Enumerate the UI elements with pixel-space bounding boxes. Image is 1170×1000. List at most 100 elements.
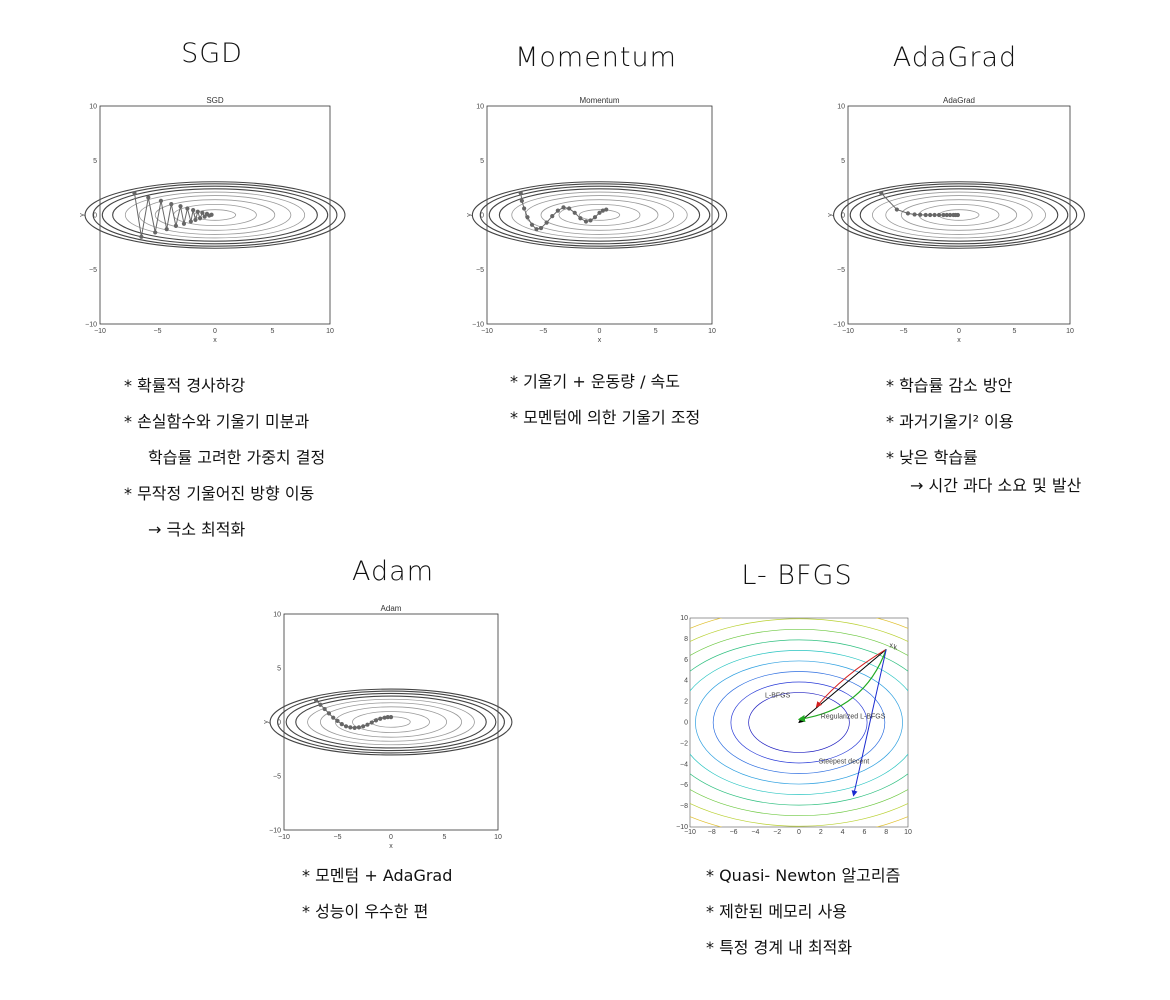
y-tick-label: 0 — [841, 213, 845, 220]
x-tick-label: −5 — [900, 328, 908, 335]
y-tick-label: 5 — [841, 158, 845, 165]
optimizer-point — [373, 718, 379, 723]
x-tick-label: 8 — [884, 829, 888, 836]
optimizer-point — [348, 725, 353, 730]
optimizer-point — [352, 725, 357, 731]
optimizer-point — [912, 212, 917, 217]
y-tick-label: 6 — [684, 657, 688, 664]
optimizer-point — [322, 706, 327, 712]
optimizer-point — [326, 711, 332, 716]
optimizer-point — [382, 715, 387, 720]
contour-line — [307, 698, 475, 746]
y-tick-label: −4 — [680, 761, 688, 768]
optimizer-point — [169, 202, 174, 207]
plot-title: SGD — [206, 96, 224, 105]
y-tick-label: 10 — [476, 104, 484, 111]
y-axis-label: y — [466, 213, 473, 217]
note: * 모멘텀에 의한 기울기 조정 — [510, 408, 701, 427]
optimizer-point — [600, 208, 605, 213]
optimizer-point — [928, 212, 933, 218]
adam-chart: Adam −10 −5 0 5 10 10 5 0 −5 −10 x y — [263, 604, 513, 850]
optimizer-point — [567, 206, 572, 211]
contour-line — [730, 681, 868, 764]
contour-line — [334, 706, 448, 738]
contour-line — [748, 692, 850, 753]
x-tick-label: 5 — [654, 328, 658, 335]
contour-line — [849, 185, 1069, 245]
y-tick-label: −10 — [472, 322, 484, 329]
adam-plot: Adam −10 −5 0 5 10 10 5 0 −5 −10 x y — [263, 602, 513, 850]
x-tick-label: −2 — [773, 829, 781, 836]
x-tick-label: 4 — [841, 829, 845, 836]
note: * 과거기울기² 이용 — [886, 412, 1014, 431]
optimizer-point — [318, 702, 323, 707]
optimizer-point — [385, 715, 390, 720]
contour-lines — [471, 181, 728, 249]
x-axis-label: x — [957, 337, 961, 344]
note: * 낮은 학습률 — [886, 448, 978, 467]
optimizer-point — [369, 720, 374, 725]
contour-line — [511, 191, 688, 239]
optimizer-point — [200, 210, 205, 215]
plot-frame — [99, 105, 331, 325]
plot-title: Adam — [381, 604, 402, 613]
y-tick-label: 10 — [680, 615, 688, 622]
optimizer-point — [331, 715, 336, 720]
contour-line — [498, 188, 701, 242]
contour-line — [352, 711, 430, 733]
optimizer-point — [178, 204, 183, 209]
y-tick-label: −10 — [676, 824, 688, 831]
x-tick-label: 0 — [957, 328, 961, 335]
optimizer-point — [188, 219, 193, 224]
x-tick-label: 5 — [271, 328, 275, 335]
optimizer-point — [519, 198, 524, 203]
contour-line — [900, 199, 1018, 231]
x-tick-label: −4 — [751, 829, 759, 836]
y-tick-label: −2 — [680, 740, 688, 747]
optimizer-point — [894, 207, 899, 212]
x-axis-label: x — [389, 843, 393, 850]
contour-line — [84, 181, 346, 249]
contour-line — [840, 183, 1078, 247]
y-axis-label: y — [263, 720, 270, 724]
contour-line — [558, 204, 641, 226]
optimizer-point — [948, 212, 953, 218]
x-tick-label: 10 — [326, 328, 334, 335]
contour-line — [124, 191, 306, 239]
contour-line — [540, 199, 659, 231]
optimizer-point — [343, 724, 349, 729]
note: 학습률 고려한 가중치 결정 — [148, 448, 326, 467]
optimizer-point — [918, 212, 923, 217]
y-tick-label: 10 — [273, 612, 281, 619]
y-tick-label: 0 — [277, 720, 281, 727]
y-tick-label: −8 — [680, 803, 688, 810]
optimizer-point — [195, 209, 200, 214]
optimizer-point — [561, 205, 566, 210]
optimizer-point — [191, 207, 196, 213]
x-tick-label: −10 — [684, 829, 696, 836]
contour-line — [690, 639, 908, 806]
optimizer-point — [146, 195, 151, 200]
x-tick-label: 0 — [389, 834, 393, 841]
momentum-plot: Momentum −10 −5 0 5 10 10 5 0 −5 −10 x y — [466, 94, 728, 344]
optimizer-point — [181, 221, 187, 226]
contour-line — [479, 183, 720, 247]
adagrad-plot: AdaGrad −10 −5 0 5 10 10 5 0 −5 −10 x y — [827, 94, 1085, 344]
note: → 극소 최적화 — [148, 520, 246, 539]
y-tick-label: −10 — [85, 322, 97, 329]
x-tick-label: 10 — [708, 328, 716, 335]
optimizer-point — [604, 207, 609, 212]
contour-line — [269, 688, 513, 756]
adam-notes: * 모멘텀 + AdaGrad * 성능이 우수한 편 — [302, 858, 452, 930]
sgd-plot: SGD −10 −5 0 5 10 10 5 0 −5 −10 x y — [79, 94, 346, 344]
start-point-label: x — [889, 642, 893, 649]
optimizer-point — [158, 198, 164, 203]
note: * 기울기 + 운동량 / 속도 — [510, 372, 680, 391]
y-tick-label: 0 — [93, 213, 97, 220]
optimizer-point — [209, 212, 214, 217]
note: * 특정 경계 내 최적화 — [706, 938, 853, 957]
contour-line — [712, 671, 886, 774]
optimizer-point — [378, 716, 383, 721]
contour-line — [690, 618, 908, 827]
optimizer-point — [518, 191, 523, 196]
